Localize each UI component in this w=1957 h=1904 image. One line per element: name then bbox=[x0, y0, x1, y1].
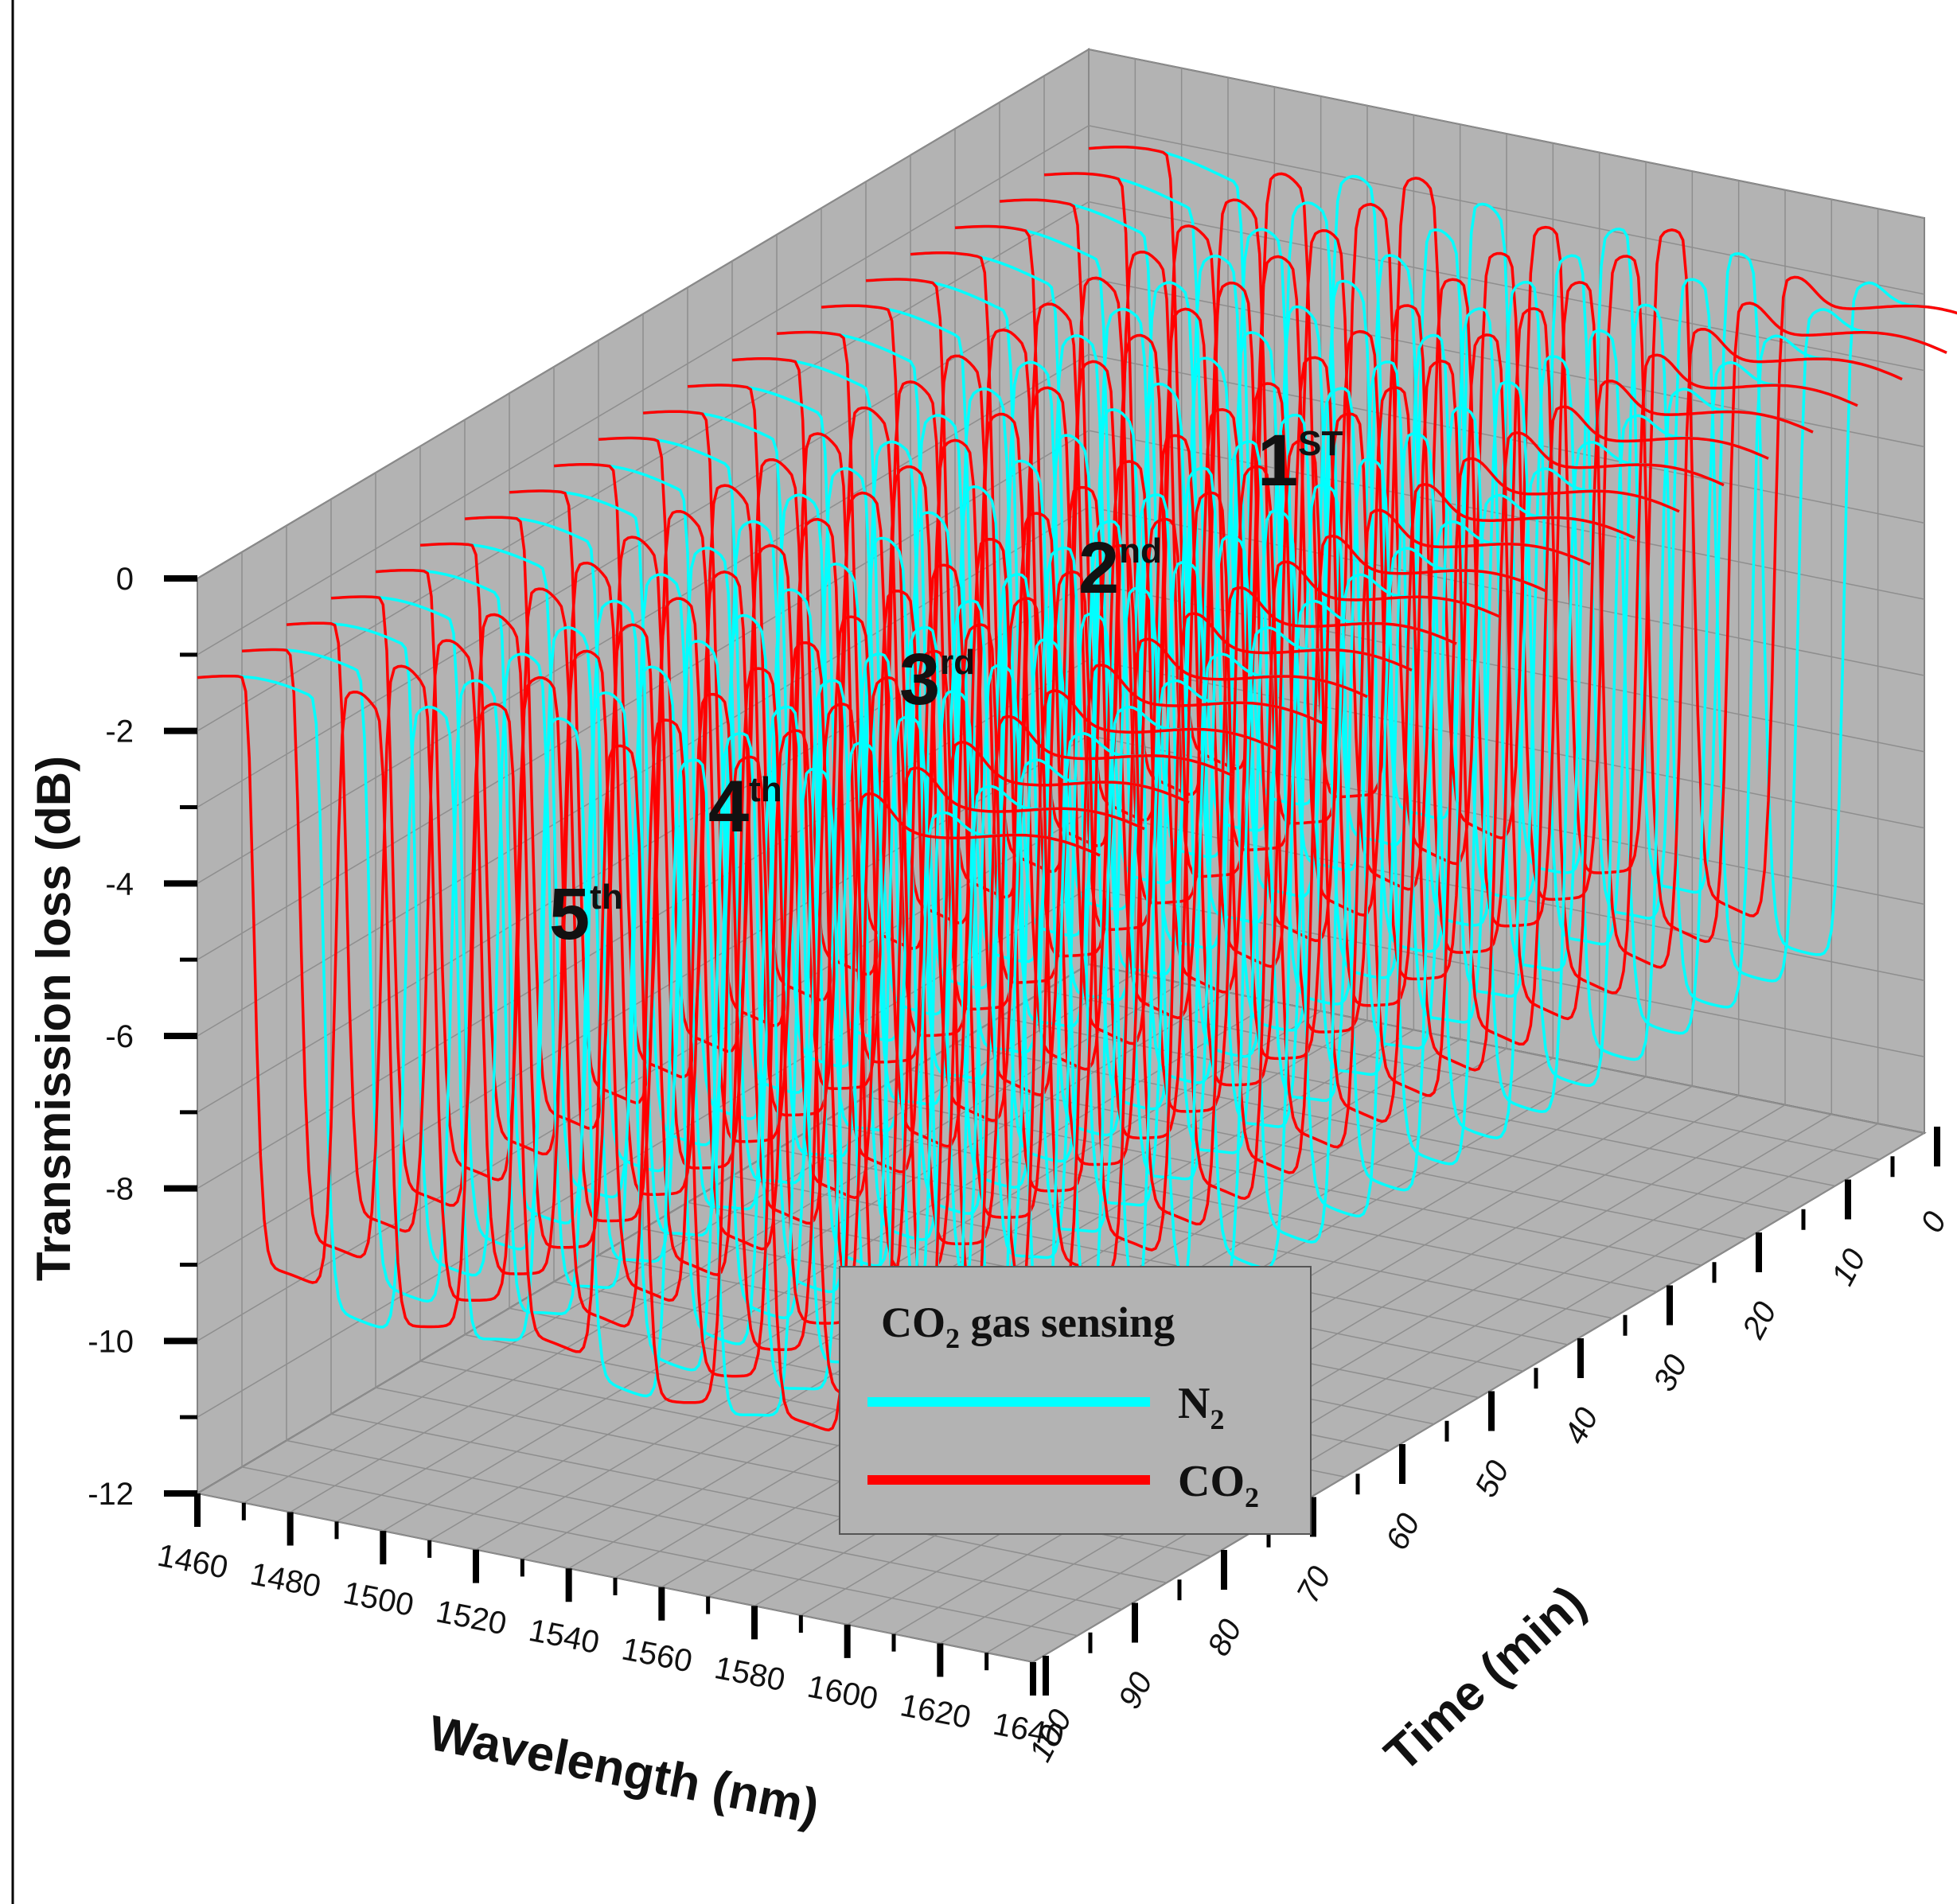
curve-co2-t100 bbox=[197, 674, 1101, 1432]
curve-co2-t0 bbox=[1088, 145, 1957, 917]
x-tick-label: 1620 bbox=[898, 1688, 974, 1735]
x-tick-label: 1600 bbox=[805, 1669, 881, 1717]
z-tick-label: 0 bbox=[116, 562, 134, 597]
legend-title: CO2 gas sensing bbox=[881, 1299, 1175, 1354]
time-tick-label: 0 bbox=[1914, 1206, 1953, 1238]
curve-n2-t50 bbox=[642, 410, 1546, 1218]
curve-n2-t85 bbox=[330, 595, 1234, 1400]
legend: CO2 gas sensing N2 CO2 bbox=[839, 1266, 1312, 1535]
order-label-1: 1ST bbox=[1257, 420, 1343, 501]
grid-back-horizontal bbox=[1088, 353, 1925, 524]
x-tick-label: 1480 bbox=[248, 1556, 324, 1604]
order-label-4: 4th bbox=[708, 766, 782, 847]
time-tick-label: 30 bbox=[1647, 1349, 1694, 1397]
axis-ticks bbox=[164, 575, 1940, 1696]
curve-co2-t95 bbox=[241, 648, 1145, 1406]
time-tick-label: 40 bbox=[1557, 1402, 1605, 1450]
x-tick-label: 1500 bbox=[341, 1575, 417, 1623]
grid-floor-t bbox=[999, 1016, 1836, 1187]
x-tick-label: 1460 bbox=[154, 1538, 231, 1586]
z-tick-label: -6 bbox=[105, 1019, 134, 1054]
curve-co2-t85 bbox=[330, 595, 1234, 1354]
legend-label: N2 bbox=[1178, 1379, 1224, 1435]
curve-co2-t65 bbox=[509, 489, 1413, 1252]
x-tick-label: 1520 bbox=[433, 1594, 509, 1641]
time-tick-label: 90 bbox=[1112, 1667, 1160, 1715]
z-tick-label: -12 bbox=[88, 1477, 134, 1512]
x-axis-title: Wavelength (nm) bbox=[424, 1706, 823, 1836]
curve-co2-t90 bbox=[286, 621, 1190, 1380]
time-tick-label: 20 bbox=[1736, 1296, 1784, 1345]
x-tick-label: 1540 bbox=[526, 1613, 602, 1661]
time-tick-label: 10 bbox=[1825, 1244, 1873, 1291]
curve-n2-t5 bbox=[1043, 172, 1947, 983]
x-tick-label: 1580 bbox=[711, 1650, 788, 1698]
z-tick-label: -4 bbox=[105, 866, 134, 901]
curve-n2-t30 bbox=[821, 304, 1725, 1113]
grid-floor-t bbox=[1043, 990, 1881, 1160]
grid-back-horizontal bbox=[1088, 49, 1925, 219]
curve-n2-t100 bbox=[197, 674, 1101, 1478]
curve-n2-t10 bbox=[999, 198, 1903, 1009]
curve-co2-t80 bbox=[375, 568, 1279, 1329]
order-label-5: 5th bbox=[549, 874, 623, 955]
z-tick-label: -8 bbox=[105, 1172, 134, 1207]
grid-floor-t bbox=[241, 1466, 1078, 1637]
curve-n2-t15 bbox=[954, 224, 1858, 1035]
curve-n2-t90 bbox=[286, 621, 1190, 1426]
time-tick-label: 50 bbox=[1468, 1455, 1516, 1503]
curve-n2-t95 bbox=[241, 648, 1145, 1452]
x-tick-label: 1560 bbox=[619, 1631, 696, 1679]
data-curves bbox=[197, 145, 1957, 1478]
curve-co2-t5 bbox=[1043, 172, 1947, 944]
curve-n2-t55 bbox=[598, 436, 1502, 1244]
grid-floor-t bbox=[776, 1149, 1613, 1319]
z-axis-title: Transmission loss (dB) bbox=[27, 756, 80, 1281]
grid-back-horizontal bbox=[1088, 125, 1925, 295]
time-tick-label: 60 bbox=[1379, 1508, 1427, 1556]
y-axis-title: Time (min) bbox=[1374, 1575, 1596, 1782]
curve-co2-t10 bbox=[999, 198, 1903, 969]
time-tick-label: 80 bbox=[1201, 1614, 1249, 1661]
z-tick-label: -10 bbox=[88, 1324, 134, 1359]
order-labels: 1ST 2nd 3rd 4th 5th bbox=[549, 420, 1343, 955]
curve-n2-t60 bbox=[553, 462, 1457, 1270]
order-label-3: 3rd bbox=[899, 639, 975, 720]
grid-floor-t bbox=[731, 1175, 1569, 1345]
time-tick-label: 70 bbox=[1290, 1561, 1338, 1609]
grid-floor-t bbox=[330, 1413, 1168, 1583]
grid-floor-t bbox=[286, 1439, 1123, 1610]
order-label-2: 2nd bbox=[1078, 528, 1162, 609]
z-tick-label: -2 bbox=[105, 714, 134, 750]
grid-floor-t bbox=[954, 1043, 1791, 1213]
legend-label: CO2 bbox=[1178, 1457, 1259, 1513]
